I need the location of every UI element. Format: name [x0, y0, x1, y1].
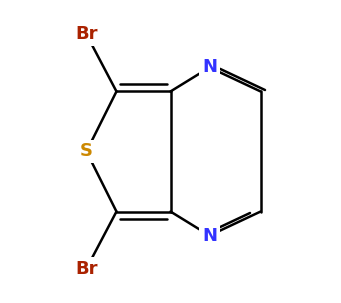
Text: Br: Br [75, 260, 98, 278]
Text: S: S [80, 142, 93, 161]
Text: N: N [202, 58, 217, 76]
Text: N: N [202, 227, 217, 245]
Text: Br: Br [75, 25, 98, 43]
